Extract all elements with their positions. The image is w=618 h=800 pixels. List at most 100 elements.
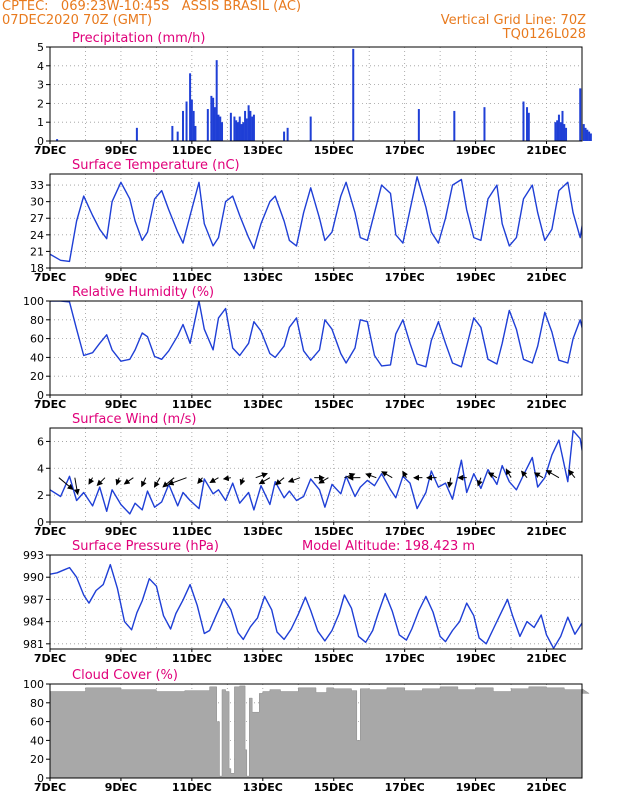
x-tick-label: 7DEC [34,652,66,665]
x-tick-label: 11DEC [172,144,212,157]
y-tick-label: 3 [37,79,44,92]
model-altitude: Model Altitude: 198.423 m [302,539,475,554]
y-tick-label: 20 [30,370,44,383]
y-tick-label: 993 [23,549,44,562]
precip-bar [206,109,209,141]
x-tick-label: 11DEC [172,398,212,411]
precip-bar [286,127,289,141]
x-tick-label: 21DEC [527,652,567,665]
y-tick-label: 18 [30,262,44,275]
x-tick-label: 19DEC [456,271,496,284]
precip-bar [556,120,559,141]
precip-bar [245,118,248,141]
precip-bar [247,105,250,141]
panel-frame [49,427,583,523]
y-tick-label: 0 [37,389,44,402]
precip-bar [283,131,286,141]
precip-bar [171,125,174,141]
panel-title: Precipitation (mm/h) [72,31,205,46]
x-tick-label: 19DEC [456,781,496,794]
x-tick-label: 17DEC [385,271,425,284]
y-tick-label: 30 [30,196,44,209]
precip-bar [221,122,224,141]
y-tick-label: 60 [30,333,44,346]
x-tick-label: 13DEC [243,525,283,538]
x-tick-label: 9DEC [105,652,137,665]
wind-arrow [505,468,512,478]
wind-arrow [153,477,161,488]
wind-arrow [447,477,453,489]
precip-bar [559,122,562,141]
wind-arrow [568,469,576,479]
precip-bar [212,97,215,141]
precip-bar [579,88,582,141]
precip-bar [526,107,529,141]
x-tick-label: 19DEC [456,398,496,411]
precip-bar [229,112,232,141]
x-tick-label: 15DEC [314,144,354,157]
y-tick-label: 0 [37,772,44,785]
x-tick-label: 7DEC [34,144,66,157]
x-tick-label: 11DEC [172,525,212,538]
cloud-cover-area [49,685,590,779]
wind-arrow [533,472,544,479]
precip-bar [589,133,592,141]
wind-arrow [487,472,498,479]
y-tick-label: 2 [37,97,44,110]
precip-bar [192,110,195,141]
wind-arrow [520,470,528,479]
x-tick-label: 17DEC [385,144,425,157]
x-tick-label: 17DEC [385,525,425,538]
y-tick-label: 21 [30,245,44,258]
panel-title: Relative Humidity (%) [72,285,214,300]
wind-arrow [545,470,560,479]
precip-bar [588,131,591,141]
pressure-line [50,563,582,649]
precip-bar [182,110,184,141]
wind-arrow [141,477,147,488]
wind-arrow [381,471,393,479]
precip-bar [561,110,564,141]
x-tick-label: 17DEC [385,781,425,794]
x-tick-label: 17DEC [385,652,425,665]
x-tick-label: 19DEC [456,652,496,665]
y-tick-label: 40 [30,734,44,747]
x-tick-label: 17DEC [385,398,425,411]
precip-bar [563,124,566,141]
precip-bar [235,120,238,141]
y-tick-label: 6 [37,435,44,448]
y-tick-label: 20 [30,753,44,766]
wind-arrow [402,470,408,478]
wind-arrow [258,477,271,485]
y-tick-label: 33 [30,179,44,192]
wind-arrow [88,477,95,485]
precipitation-panel: 0 1 2 3 4 5 7DEC 9DEC 11DEC 13DEC 15DEC 17DEC 19DEC 2… [34,31,592,157]
y-tick-label: 5 [37,41,44,54]
precip-bar [135,127,138,141]
precip-bar [582,124,585,141]
panel-frame [49,173,583,269]
precip-bar [236,122,239,141]
pressure-panel: 981 984 987 990 993 7DEC 9DEC 11DEC 13DEC 15DEC 17… [23,539,583,665]
precip-bar [213,107,216,141]
temperature-panel: 18 21 24 27 30 33 7DEC 9DEC 11DEC 13DEC 15DEC 17DEC… [30,158,583,284]
x-tick-label: 11DEC [172,781,212,794]
run-date: 07DEC2020 70Z (GMT) [2,13,153,28]
precip-bar [190,99,193,141]
wind-arrow [476,477,483,487]
wind-arrow [123,477,134,485]
y-tick-label: 100 [23,678,44,691]
y-tick-label: 40 [30,351,44,364]
x-tick-label: 19DEC [456,525,496,538]
precip-bar [309,116,312,141]
precip-bar [252,114,255,141]
precip-bar [242,122,245,141]
y-tick-label: 60 [30,716,44,729]
x-tick-label: 11DEC [172,652,212,665]
humidity-line [50,301,582,368]
x-tick-label: 7DEC [34,398,66,411]
humidity-panel: 0 20 40 60 80 100 7DEC 9DEC 11DEC 13DEC 15DEC 17DEC… [23,285,583,411]
x-tick-label: 9DEC [105,271,137,284]
precip-bar [233,116,236,141]
